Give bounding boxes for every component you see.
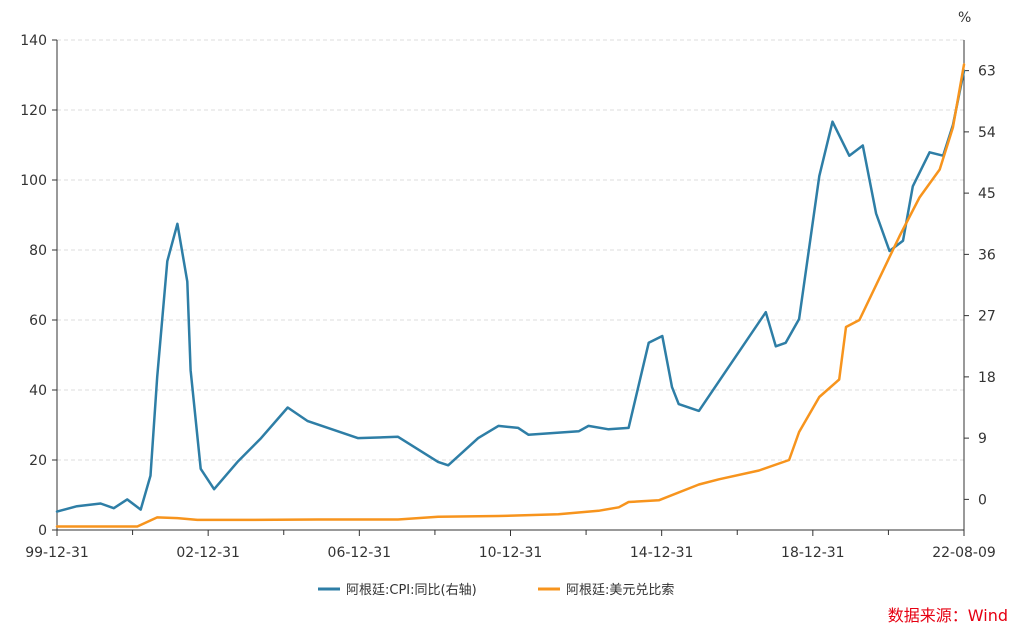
legend: 阿根廷:CPI:同比(右轴) 阿根廷:美元兑比索 [318, 583, 674, 598]
series-lines [55, 63, 966, 528]
right-tick-label: 18 [978, 370, 996, 386]
x-tick-label: 18-12-31 [781, 545, 845, 561]
left-tick-label: 80 [29, 243, 47, 259]
right-tick-label: 27 [978, 309, 996, 325]
x-tick-label: 02-12-31 [176, 545, 240, 561]
left-tick-label: 120 [20, 103, 47, 119]
legend-label-usd-peso: 阿根廷:美元兑比索 [566, 583, 674, 598]
x-tick-label: 99-12-31 [25, 545, 89, 561]
x-tick-label: 10-12-31 [479, 545, 543, 561]
right-tick-label: 45 [978, 186, 996, 202]
left-tick-label: 40 [29, 383, 47, 399]
left-tick-label: 140 [20, 33, 47, 49]
left-tick-label: 20 [29, 453, 47, 469]
series-line-cpi [55, 69, 966, 513]
right-axis-ticks: 0 9 18 27 36 45 54 63 [964, 64, 996, 508]
x-tick-label: 14-12-31 [630, 545, 694, 561]
legend-label-cpi: 阿根廷:CPI:同比(右轴) [346, 583, 477, 598]
right-tick-label: 54 [978, 125, 996, 141]
left-axis-ticks: 0 20 40 60 80 100 120 140 [20, 33, 57, 539]
left-tick-label: 0 [38, 523, 47, 539]
x-axis-ticks: 99-12-31 02-12-31 06-12-31 10-12-31 14-12-31… [25, 530, 996, 561]
right-axis-unit: % [958, 10, 971, 26]
right-tick-label: 9 [978, 431, 987, 447]
right-tick-label: 63 [978, 64, 996, 80]
x-tick-label: 06-12-31 [328, 545, 392, 561]
axes [56, 40, 965, 531]
x-tick-label: 22-08-09 [932, 545, 996, 561]
right-tick-label: 36 [978, 247, 996, 263]
data-source-note: 数据来源：Wind [888, 606, 1008, 625]
left-tick-label: 60 [29, 313, 47, 329]
series-line-usd-peso [55, 63, 966, 528]
left-tick-label: 100 [20, 173, 47, 189]
right-tick-label: 0 [978, 492, 987, 508]
